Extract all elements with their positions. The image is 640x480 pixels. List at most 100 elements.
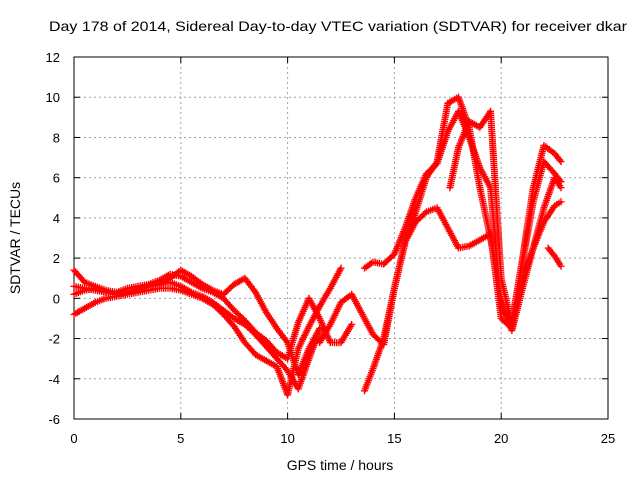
interpolated-markers <box>179 273 194 285</box>
interpolated-markers <box>552 171 564 184</box>
interpolated-markers <box>477 165 493 190</box>
interpolated-markers <box>232 275 247 287</box>
y-tick-label: 2 <box>53 251 60 266</box>
y-tick-label: 4 <box>53 211 60 226</box>
x-axis-label: GPS time / hours <box>287 457 394 473</box>
x-tick-label: 5 <box>177 431 184 446</box>
interpolated-markers <box>552 254 564 268</box>
y-tick-label: 12 <box>46 50 60 65</box>
interpolated-markers <box>274 356 290 373</box>
interpolated-markers <box>530 220 547 250</box>
interpolated-markers <box>157 271 172 283</box>
interpolated-markers <box>274 326 290 345</box>
y-tick-label: 10 <box>46 90 60 105</box>
interpolated-markers <box>413 172 430 200</box>
interpolated-markers <box>553 199 563 208</box>
x-tick-label: 25 <box>601 431 615 446</box>
interpolated-markers <box>284 321 302 361</box>
y-tick-label: -6 <box>48 412 60 427</box>
interpolated-markers <box>83 299 98 311</box>
interpolated-markers <box>295 296 312 325</box>
interpolated-markers <box>402 210 419 244</box>
interpolated-markers <box>546 246 557 258</box>
plot-frame <box>73 56 609 420</box>
interpolated-markers <box>370 336 387 371</box>
interpolated-markers <box>253 330 268 343</box>
interpolated-markers <box>275 350 290 362</box>
interpolated-markers <box>221 308 236 321</box>
interpolated-markers <box>359 312 376 337</box>
interpolated-markers <box>115 285 129 295</box>
interpolated-markers <box>530 160 547 204</box>
y-tick-label: -4 <box>48 372 60 387</box>
interpolated-markers <box>445 226 461 250</box>
x-tick-label: 10 <box>280 431 294 446</box>
interpolated-markers <box>72 305 87 317</box>
interpolated-markers <box>179 287 193 297</box>
interpolated-markers <box>467 237 482 249</box>
interpolated-markers <box>542 143 557 156</box>
interpolated-markers <box>446 94 461 106</box>
interpolated-markers <box>221 312 237 329</box>
interpolated-markers <box>541 159 557 176</box>
interpolated-markers <box>519 200 537 264</box>
chart-title: Day 178 of 2014, Sidereal Day-to-day VTE… <box>49 18 627 34</box>
interpolated-markers <box>541 204 557 224</box>
series-track-i <box>544 244 565 270</box>
interpolated-markers <box>71 268 87 285</box>
interpolated-markers <box>466 135 483 170</box>
interpolated-markers <box>232 308 247 323</box>
interpolated-markers <box>295 324 312 351</box>
interpolated-markers <box>519 246 537 290</box>
interpolated-markers <box>264 358 279 370</box>
series-track-c <box>70 264 345 399</box>
interpolated-markers <box>263 310 280 331</box>
interpolated-markers <box>508 260 526 326</box>
interpolated-markers <box>425 205 439 215</box>
interpolated-markers <box>380 286 398 340</box>
y-axis-label: SDTVAR / TECUs <box>7 182 23 294</box>
interpolated-markers <box>530 144 547 190</box>
interpolated-markers <box>434 129 451 166</box>
interpolated-markers <box>467 118 482 130</box>
interpolated-markers <box>295 347 312 377</box>
interpolated-markers <box>391 226 408 256</box>
interpolated-markers <box>264 338 280 355</box>
interpolated-markers <box>413 209 429 224</box>
interpolated-markers <box>487 109 505 280</box>
grid-lines <box>74 57 608 419</box>
interpolated-markers <box>147 277 161 287</box>
interpolated-markers <box>94 283 108 293</box>
interpolated-markers <box>189 274 204 287</box>
data-points <box>70 93 565 399</box>
interpolated-markers <box>362 259 375 271</box>
interpolated-markers <box>232 315 247 327</box>
interpolated-markers <box>94 295 108 306</box>
y-tick-label: 8 <box>53 130 60 145</box>
interpolated-markers <box>317 286 333 309</box>
series-track-d <box>70 266 356 363</box>
interpolated-markers <box>446 146 462 190</box>
interpolated-markers <box>231 324 248 345</box>
interpolated-markers <box>242 340 258 357</box>
interpolated-markers <box>317 322 333 345</box>
interpolated-markers <box>541 176 558 210</box>
interpolated-markers <box>284 347 302 397</box>
interpolated-markers <box>391 240 409 290</box>
y-tick-labels: -6 -4 -2 0 2 4 6 8 10 12 <box>46 50 60 427</box>
interpolated-markers <box>361 367 376 393</box>
interpolated-markers <box>306 326 323 351</box>
y-tick-label: -2 <box>48 332 60 347</box>
data-point <box>557 184 565 192</box>
interpolated-markers <box>200 285 215 295</box>
interpolated-markers <box>83 279 97 289</box>
interpolated-markers <box>200 295 215 307</box>
data-point <box>557 158 565 166</box>
interpolated-markers <box>434 206 451 230</box>
interpolated-markers <box>327 300 344 327</box>
interpolated-markers <box>210 302 226 317</box>
interpolated-markers <box>253 352 268 364</box>
interpolated-markers <box>253 290 269 315</box>
data-point <box>557 178 565 186</box>
